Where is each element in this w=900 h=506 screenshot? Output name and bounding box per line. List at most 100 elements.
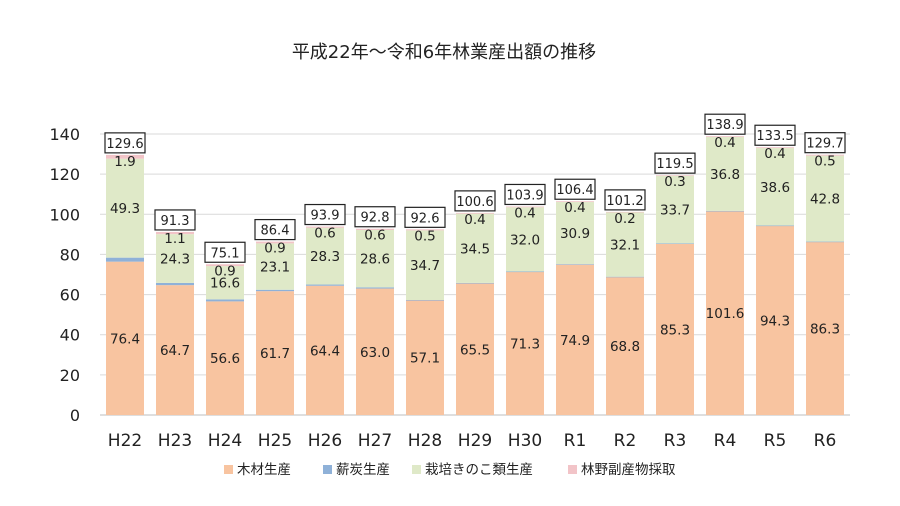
data-label: 36.8 [710, 167, 740, 183]
total-label-box [304, 203, 346, 226]
total-label: 100.6 [456, 195, 493, 210]
bar-segment [756, 225, 794, 415]
data-label: 49.3 [110, 201, 140, 217]
x-category-label: H30 [508, 431, 542, 451]
bar-segment [756, 148, 794, 226]
data-label: 0.5 [814, 154, 835, 170]
data-label: 76.4 [110, 331, 140, 347]
x-category-label: R4 [714, 431, 737, 451]
bar-segment [306, 227, 344, 285]
total-label: 101.2 [606, 194, 643, 209]
x-category-label: R3 [664, 431, 687, 451]
x-category-label: R2 [614, 431, 637, 451]
data-label: 57.1 [410, 351, 440, 367]
y-tick-label: 0 [70, 406, 80, 425]
bar-segment [556, 264, 594, 265]
bar-segment [456, 282, 494, 284]
bar-segment [106, 154, 144, 159]
bar-segment [806, 241, 844, 243]
data-label: 0.4 [514, 205, 535, 221]
data-label: 24.3 [160, 252, 190, 268]
total-label-box [254, 218, 296, 241]
bar-segment [256, 243, 294, 290]
bar-segment [306, 285, 344, 415]
x-category-label: R6 [814, 431, 837, 451]
bar-segment [556, 201, 594, 203]
total-label-box [104, 132, 146, 154]
data-label: 1.1 [164, 231, 185, 247]
bar-segment [256, 241, 294, 244]
y-tick-label: 60 [60, 286, 80, 305]
bar-segment [156, 231, 194, 235]
bar-segment [706, 136, 744, 138]
data-label: 0.3 [664, 174, 685, 190]
bar-segment [806, 241, 844, 415]
y-tick-label: 140 [49, 125, 80, 144]
x-category-label: H27 [358, 431, 392, 451]
data-label: 1.9 [114, 154, 135, 170]
bar-segment [356, 288, 394, 415]
data-label: 0.9 [264, 241, 285, 257]
x-category-label: H28 [408, 431, 442, 451]
bar-segment [406, 299, 444, 301]
bar-segment [656, 243, 694, 244]
bar-segment [306, 226, 344, 228]
total-label: 75.1 [211, 246, 240, 261]
data-label: 28.3 [310, 249, 340, 265]
legend-label: 木材生産 [237, 462, 291, 478]
bar-segment [406, 230, 444, 300]
total-label: 93.9 [311, 209, 340, 224]
total-label: 106.4 [556, 183, 593, 198]
bar-segment [606, 211, 644, 213]
bar-segment [206, 299, 244, 302]
bar-segment [206, 301, 244, 415]
total-label-box [504, 183, 546, 206]
x-category-label: H26 [308, 431, 342, 451]
total-label-box [754, 124, 796, 146]
data-label: 32.0 [510, 232, 540, 248]
total-label: 103.9 [506, 188, 543, 203]
total-label: 138.9 [706, 118, 743, 133]
legend-swatch [412, 465, 421, 474]
data-label: 56.6 [210, 351, 240, 367]
y-tick-label: 20 [60, 366, 80, 385]
legend-swatch [224, 465, 233, 474]
data-label: 23.1 [260, 260, 290, 276]
bar-segment [656, 175, 694, 176]
x-category-label: H24 [208, 431, 242, 451]
data-label: 0.4 [764, 146, 785, 162]
legend-label: 林野副産物採取 [581, 462, 676, 478]
x-category-label: H25 [258, 431, 292, 451]
data-label: 64.4 [310, 343, 340, 359]
bar-segment [356, 287, 394, 289]
bar-segment [656, 175, 694, 244]
bar-segment [506, 206, 544, 208]
total-label-box [804, 132, 846, 154]
total-label-box [354, 206, 396, 228]
bar-segment [256, 291, 294, 415]
bar-segment [456, 283, 494, 415]
bar-segment [156, 285, 194, 415]
bars: 76.42.049.31.9129.664.71.124.31.191.356.… [104, 113, 846, 415]
y-tick-label: 80 [60, 245, 80, 264]
bar-segment [406, 229, 444, 231]
y-axis: 0 20 40 60 80 100 120 140 [49, 125, 80, 425]
data-label: 0.6 [314, 226, 335, 242]
data-label: 63.0 [360, 345, 390, 361]
data-label: 38.6 [760, 180, 790, 196]
data-label: 16.6 [210, 276, 240, 292]
data-label: 0.6 [364, 228, 385, 244]
x-category-label: H29 [458, 431, 492, 451]
bar-segment [756, 225, 794, 227]
bar-segment [156, 282, 194, 286]
bar-segment [506, 271, 544, 415]
bar-segment [806, 154, 844, 156]
total-label-box [554, 178, 596, 200]
bar-segment [706, 210, 744, 212]
data-label: 34.7 [410, 258, 440, 274]
bar-segment [106, 158, 144, 258]
total-label-box [704, 113, 746, 135]
data-label: 101.6 [706, 306, 745, 322]
bar-segment [256, 289, 294, 292]
